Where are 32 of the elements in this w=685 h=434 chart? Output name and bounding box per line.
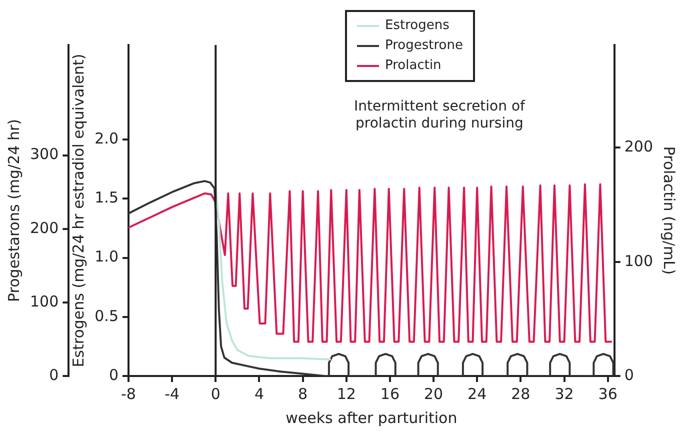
y3-tick-label: 300 [30,145,59,164]
x-tick-label: 4 [254,384,264,403]
legend-label: Estrogens [385,17,450,35]
x-tick-label: -4 [164,384,180,403]
y-tick-label: 0.5 [94,306,118,325]
x-tick-label: 16 [380,384,400,403]
y2-tick-label: 100 [624,252,654,270]
y3-tick-label: 200 [30,218,59,237]
y2-tick-label: 200 [624,138,654,156]
y3-tick-label: 100 [30,292,59,310]
x-tick-label: 36 [598,384,618,403]
x-tick-label: 0 [210,384,220,403]
legend-label: Progestrone [385,37,463,55]
y-tick-label: 0 [108,366,118,384]
y3-axis-title: Progestarons (mg/24 hr) [4,119,23,302]
x-tick-label: 32 [554,384,574,403]
y-tick-label: 2.0 [94,129,118,148]
x-tick-label: 28 [511,384,530,403]
x-tick-label: 12 [336,384,356,403]
x-tick-label: 8 [298,384,308,403]
y-tick-label: 1.5 [94,188,118,207]
y-tick-label: 1.0 [94,248,118,266]
y3-tick-label: 0 [49,366,59,384]
legend-label: Prolactin [385,57,442,75]
x-tick-label: 24 [468,384,487,403]
y2-tick-label: 0 [624,366,634,384]
x-axis-title: weeks after parturition [286,408,458,427]
x-tick-label: 20 [424,384,444,403]
annotation: Intermittent secretion of prolactin during nursing [354,98,526,132]
y2-axis-title: Prolactin (ng/mL) [660,146,678,275]
y-axis-title: Estrogens (mg/24 hr estradiol equivalent) [70,54,88,368]
x-tick-label: -8 [121,384,136,403]
